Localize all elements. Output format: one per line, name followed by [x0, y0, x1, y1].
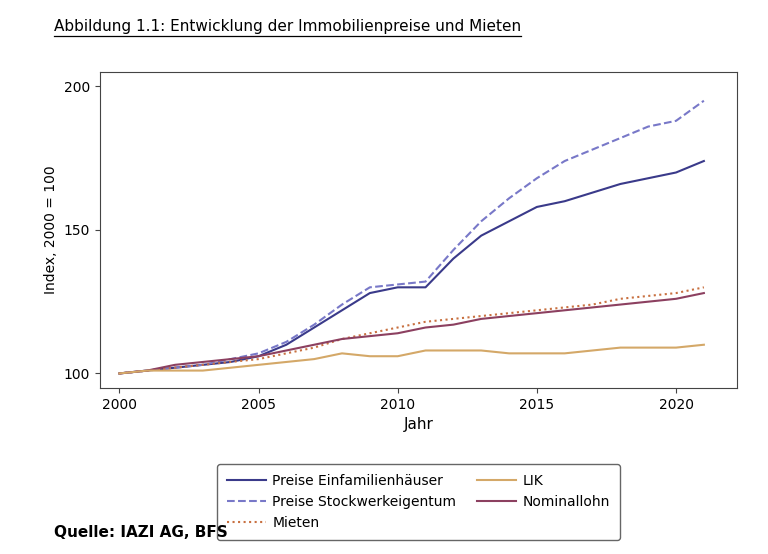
Y-axis label: Index, 2000 = 100: Index, 2000 = 100	[45, 166, 58, 294]
Text: Abbildung 1.1: Entwicklung der Immobilienpreise und Mieten: Abbildung 1.1: Entwicklung der Immobilie…	[54, 19, 521, 34]
Legend: Preise Einfamilienhäuser, Preise Stockwerkeigentum, Mieten, LIK, Nominallohn: Preise Einfamilienhäuser, Preise Stockwe…	[217, 464, 621, 540]
Text: Quelle: IAZI AG, BFS: Quelle: IAZI AG, BFS	[54, 525, 227, 540]
X-axis label: Jahr: Jahr	[404, 417, 433, 432]
